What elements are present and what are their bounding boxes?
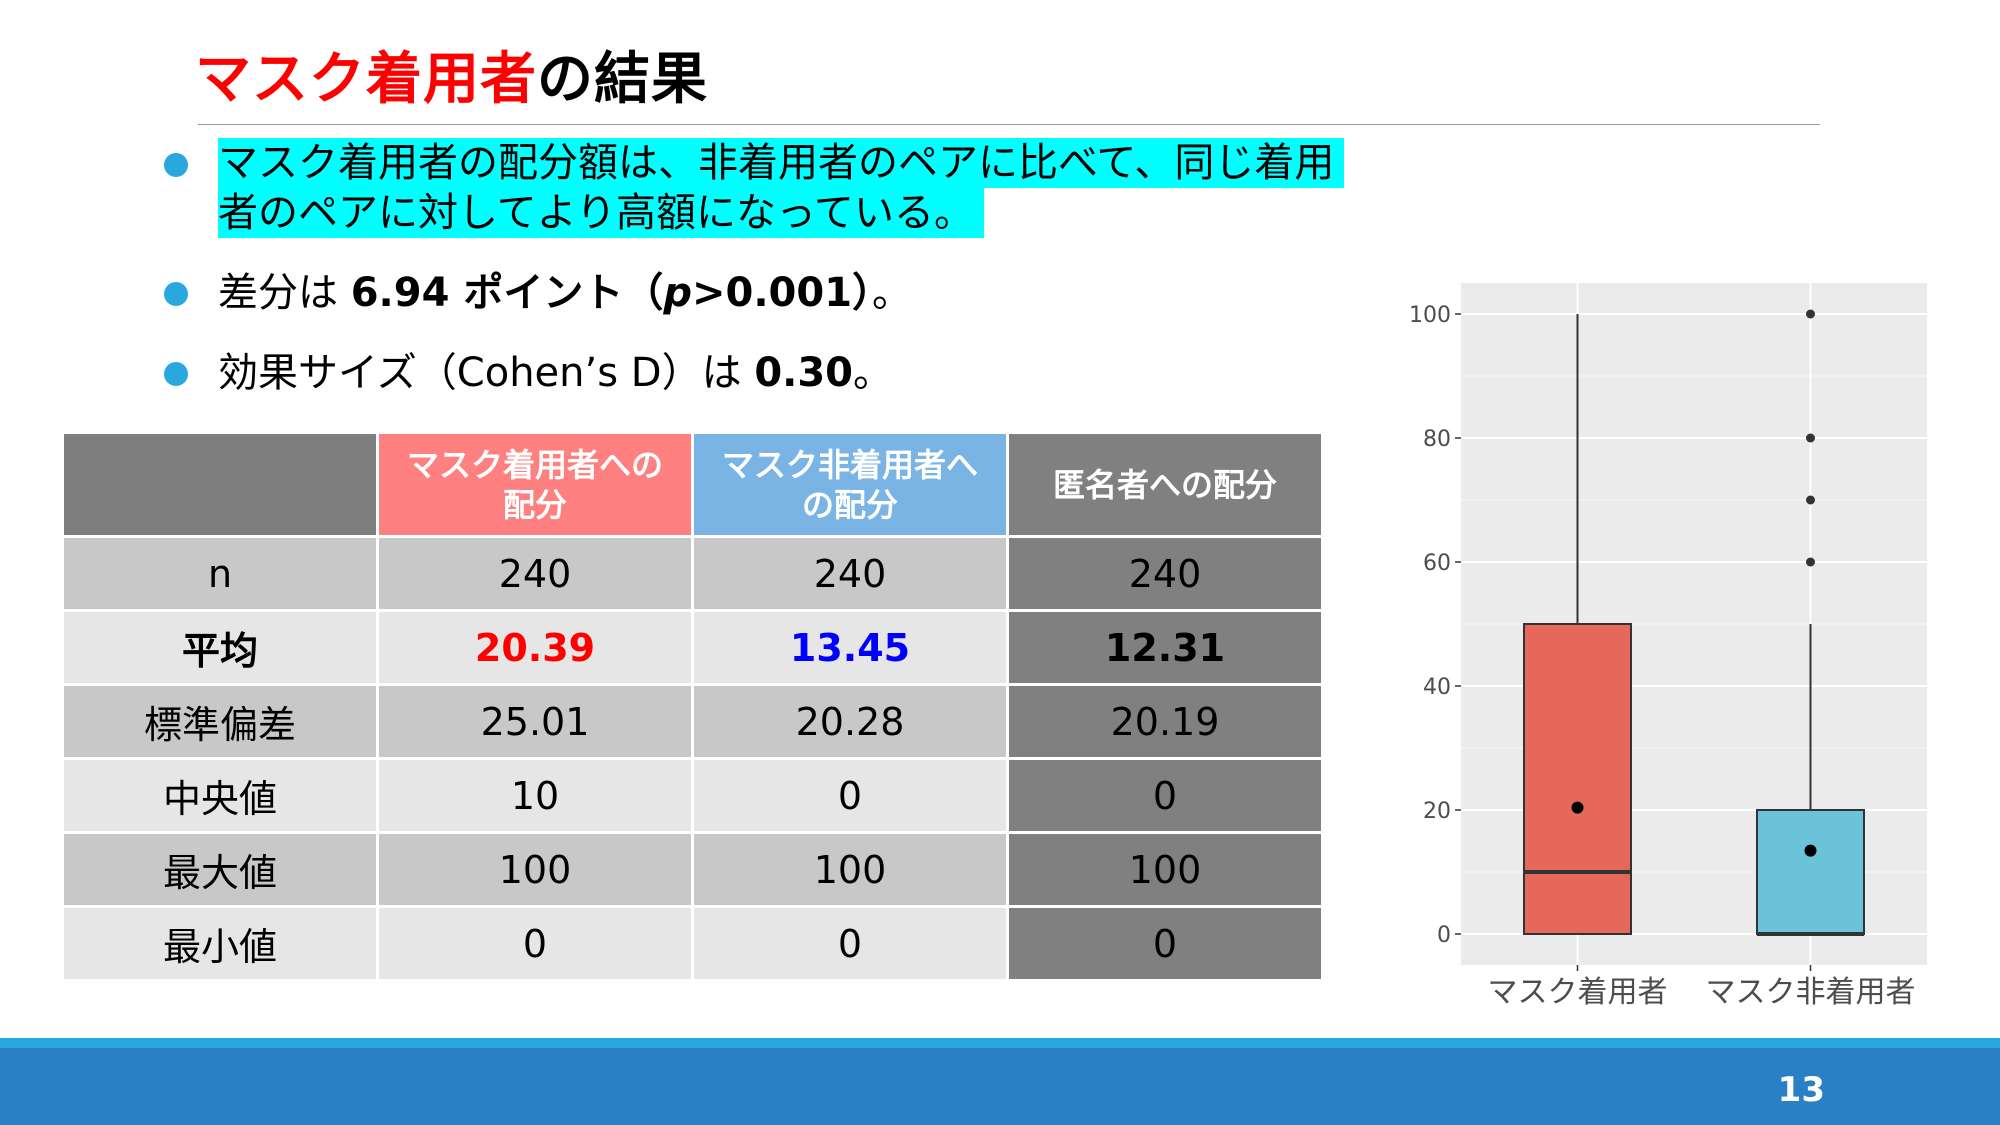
bullet-3-text: 効果サイズ（Cohen’s D）は 0.30。 — [218, 348, 893, 398]
stats-table: マスク着用者への 配分 マスク非着用者へ の配分 匿名者への配分 n 240 240… — [61, 431, 1324, 982]
outlier-point — [1806, 309, 1815, 319]
outlier-point — [1806, 557, 1815, 567]
mean-point — [1804, 844, 1817, 857]
bullet-1-line-1: マスク着用者の配分額は、非着用者のペアに比べて、同じ着用 — [218, 138, 1345, 188]
table-row-max: 最大値 100 100 100 — [61, 831, 1324, 908]
table-cell: 0 — [691, 757, 1009, 834]
box — [1756, 809, 1865, 935]
table-row-min: 最小値 0 0 0 — [61, 905, 1324, 982]
bullet-2-pvalue: >0.001） — [691, 270, 873, 316]
row-label: n — [61, 535, 379, 612]
footer-accent-line — [0, 1038, 2000, 1048]
bullet-2-diff: 6.94 ポイント（ — [350, 270, 664, 316]
outlier-point — [1806, 433, 1815, 443]
table-cell: 240 — [376, 535, 694, 612]
row-label: 最小値 — [61, 905, 379, 982]
slide-title: マスク着用者の結果 — [195, 42, 708, 118]
outlier-point — [1806, 495, 1815, 505]
row-label: 最大値 — [61, 831, 379, 908]
table-header-mask-line1: マスク着用者への — [406, 445, 663, 484]
table-cell-mean-anon: 12.31 — [1006, 609, 1324, 686]
y-tick-label: 20 — [1423, 799, 1451, 824]
table-cell: 0 — [691, 905, 1009, 982]
table-row-sd: 標準偏差 25.01 20.28 20.19 — [61, 683, 1324, 760]
table-cell: 100 — [376, 831, 694, 908]
table-cell: 20.19 — [1006, 683, 1324, 760]
row-label: 標準偏差 — [61, 683, 379, 760]
table-cell: 100 — [691, 831, 1009, 908]
table-header-row: マスク着用者への 配分 マスク非着用者へ の配分 匿名者への配分 — [61, 431, 1324, 538]
footer-bar — [0, 1048, 2000, 1125]
slide-title-rest: の結果 — [537, 47, 708, 112]
bullet-2-p: p — [663, 270, 692, 316]
x-tick-label: マスク非着用者 — [1706, 975, 1916, 1010]
table-cell: 0 — [1006, 757, 1324, 834]
title-divider — [198, 124, 1820, 125]
y-tick-label: 80 — [1423, 427, 1451, 452]
table-cell-mean-nonmask: 13.45 — [691, 609, 1009, 686]
table-cell: 20.28 — [691, 683, 1009, 760]
bullet-3-effect-size: 0.30 — [754, 350, 854, 396]
row-label: 中央値 — [61, 757, 379, 834]
bullet-dot-3 — [164, 362, 188, 386]
bullet-3-suffix: 。 — [853, 350, 894, 396]
y-tick-label: 0 — [1437, 923, 1451, 948]
table-cell: 240 — [691, 535, 1009, 612]
table-header-mask: マスク着用者への 配分 — [376, 431, 694, 538]
table-cell: 25.01 — [376, 683, 694, 760]
table-row-n: n 240 240 240 — [61, 535, 1324, 612]
table-header-nonmask-line1: マスク非着用者へ — [721, 445, 978, 484]
page-number: 13 — [1777, 1070, 1825, 1110]
table-header-empty — [61, 431, 379, 538]
bullet-2-suffix: 。 — [872, 270, 913, 316]
x-tick-label: マスク着用者 — [1488, 975, 1668, 1010]
boxplot-chart: 0 20 40 60 80 100 マスク着用者 マスク非着用者 — [1409, 283, 1927, 1010]
table-row-mean: 平均 20.39 13.45 12.31 — [61, 609, 1324, 686]
table-header-anon-line1: 匿名者への配分 — [1052, 465, 1277, 504]
bullet-2-prefix: 差分は — [218, 270, 338, 316]
y-tick-label: 40 — [1423, 675, 1451, 700]
table-header-mask-line2: 配分 — [502, 485, 567, 524]
bullet-1-text: マスク着用者の配分額は、非着用者のペアに比べて、同じ着用 者のペアに対してより高… — [218, 138, 1378, 238]
table-header-anon: 匿名者への配分 — [1006, 431, 1324, 538]
bullet-dot-2 — [164, 282, 188, 306]
table-cell: 10 — [376, 757, 694, 834]
table-cell: 0 — [1006, 905, 1324, 982]
bullet-2-text: 差分は 6.94 ポイント（p>0.001）。 — [218, 268, 912, 318]
bullet-dot-1 — [164, 153, 188, 177]
table-header-nonmask-line2: の配分 — [801, 485, 898, 524]
row-label: 平均 — [61, 609, 379, 686]
box — [1523, 623, 1632, 935]
table-cell: 240 — [1006, 535, 1324, 612]
table-row-median: 中央値 10 0 0 — [61, 757, 1324, 834]
table-header-nonmask: マスク非着用者へ の配分 — [691, 431, 1009, 538]
bullet-3-prefix: 効果サイズ（Cohen’s D）は — [218, 350, 742, 396]
mean-point — [1571, 801, 1584, 814]
table-cell-mean-mask: 20.39 — [376, 609, 694, 686]
slide-title-highlight: マスク着用者 — [195, 47, 537, 112]
y-tick-label: 60 — [1423, 551, 1451, 576]
table-cell: 100 — [1006, 831, 1324, 908]
table-cell: 0 — [376, 905, 694, 982]
bullet-1-line-2: 者のペアに対してより高額になっている。 — [218, 188, 984, 238]
y-tick-label: 100 — [1409, 303, 1451, 328]
